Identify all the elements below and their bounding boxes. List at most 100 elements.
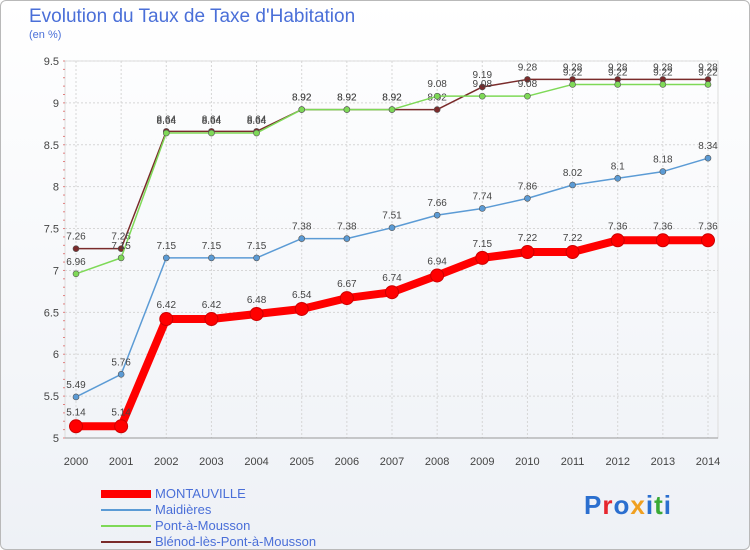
data-point — [475, 250, 490, 265]
data-point — [478, 83, 486, 91]
data-point — [208, 254, 215, 262]
data-label: 7.15 — [247, 241, 267, 252]
legend-swatch — [101, 541, 151, 543]
data-point — [253, 254, 260, 262]
y-tick-label: 7.5 — [44, 224, 59, 236]
data-label: 6.94 — [427, 256, 447, 267]
data-point — [339, 291, 354, 306]
data-label: 8.92 — [337, 93, 357, 104]
data-point — [208, 129, 215, 137]
data-point — [72, 270, 80, 278]
data-point — [253, 129, 260, 137]
data-label: 7.36 — [698, 221, 718, 232]
data-label: 8.92 — [382, 93, 402, 104]
data-label: 9.28 — [563, 62, 583, 73]
data-label: 7.66 — [427, 198, 447, 209]
data-label: 8.1 — [611, 161, 625, 172]
data-point — [162, 129, 170, 137]
data-point — [610, 233, 625, 248]
data-point — [298, 106, 306, 113]
data-point — [388, 224, 396, 232]
data-point — [569, 81, 576, 88]
legend-item: Blénod-lès-Pont-à-Mousson — [101, 534, 421, 549]
data-point — [117, 371, 125, 378]
y-tick-label: 8.5 — [44, 140, 59, 152]
data-point — [478, 92, 486, 100]
data-label: 5.76 — [111, 357, 131, 368]
x-tick-label: 2014 — [696, 456, 720, 468]
data-point — [72, 393, 80, 401]
data-label: 7.15 — [202, 241, 222, 252]
data-point — [117, 254, 125, 262]
x-tick-label: 2004 — [244, 456, 268, 468]
data-label: 9.22 — [608, 67, 628, 78]
data-label: 7.22 — [518, 233, 538, 244]
data-label: 9.08 — [473, 79, 493, 90]
data-label: 7.22 — [563, 233, 583, 244]
data-label: 8.92 — [292, 93, 312, 104]
data-point — [433, 106, 441, 113]
data-point — [430, 268, 445, 283]
data-point — [520, 245, 535, 260]
data-point — [388, 106, 396, 113]
y-tick-label: 8 — [53, 182, 59, 194]
data-point — [614, 174, 622, 182]
x-tick-label: 2006 — [335, 456, 359, 468]
data-point — [294, 301, 309, 316]
data-point — [565, 245, 580, 260]
data-point — [72, 245, 80, 252]
chart-title: Evolution du Taux de Taxe d'Habitation — [29, 6, 356, 27]
legend-item: Pont-à-Mousson — [101, 518, 421, 534]
legend-swatch — [101, 490, 151, 498]
data-label: 6.54 — [292, 290, 312, 301]
legend-label: MONTAUVILLE — [155, 486, 246, 501]
data-point — [659, 81, 667, 88]
data-label: 7.38 — [292, 222, 312, 233]
data-label: 8.92 — [292, 93, 312, 104]
logo-letter: o — [613, 490, 631, 520]
x-tick-label: 2002 — [154, 456, 178, 468]
data-label: 7.36 — [653, 221, 673, 232]
data-point — [343, 106, 351, 113]
logo-letter: i — [663, 490, 672, 520]
data-label: 6.42 — [157, 300, 177, 311]
data-label: 8.18 — [653, 155, 673, 166]
data-point — [159, 312, 174, 327]
data-label: 5.14 — [66, 407, 86, 418]
logo-letter: r — [602, 490, 614, 520]
data-label: 8.64 — [157, 114, 177, 125]
y-tick-label: 9 — [53, 98, 59, 110]
data-point — [343, 235, 351, 242]
logo-letter: t — [654, 490, 664, 520]
data-label: 9.08 — [427, 79, 447, 90]
legend-item: Maidières — [101, 502, 421, 518]
data-label: 9.22 — [698, 67, 718, 78]
logo-letter: P — [584, 490, 603, 520]
x-tick-label: 2008 — [425, 456, 449, 468]
proxiti-logo: Proxiti — [584, 490, 672, 521]
data-label: 7.38 — [337, 222, 357, 233]
unit-label: (en %) — [29, 29, 62, 41]
data-point — [524, 92, 531, 100]
data-label: 7.15 — [111, 241, 131, 252]
data-label: 7.15 — [157, 241, 177, 252]
x-tick-label: 2007 — [380, 456, 404, 468]
logo-letter: i — [645, 490, 655, 520]
x-tick-label: 2003 — [199, 456, 223, 468]
legend-label: Blénod-lès-Pont-à-Mousson — [155, 534, 317, 549]
data-label: 7.26 — [66, 232, 86, 243]
x-tick-label: 2013 — [651, 456, 675, 468]
data-label: 7.26 — [111, 232, 131, 243]
data-point — [701, 233, 715, 248]
data-point — [69, 419, 83, 434]
y-tick-label: 7 — [53, 265, 59, 277]
data-label: 8.64 — [202, 114, 222, 125]
legend: MONTAUVILLE Maidières Pont-à-Mousson Blénod… — [101, 486, 421, 549]
data-label: 9.19 — [473, 70, 493, 81]
data-label: 8.02 — [563, 168, 583, 179]
legend-label: Pont-à-Mousson — [155, 518, 251, 533]
data-point — [704, 81, 712, 88]
x-tick-label: 2009 — [470, 456, 494, 468]
data-label: 9.28 — [698, 62, 718, 73]
data-point — [704, 154, 712, 162]
